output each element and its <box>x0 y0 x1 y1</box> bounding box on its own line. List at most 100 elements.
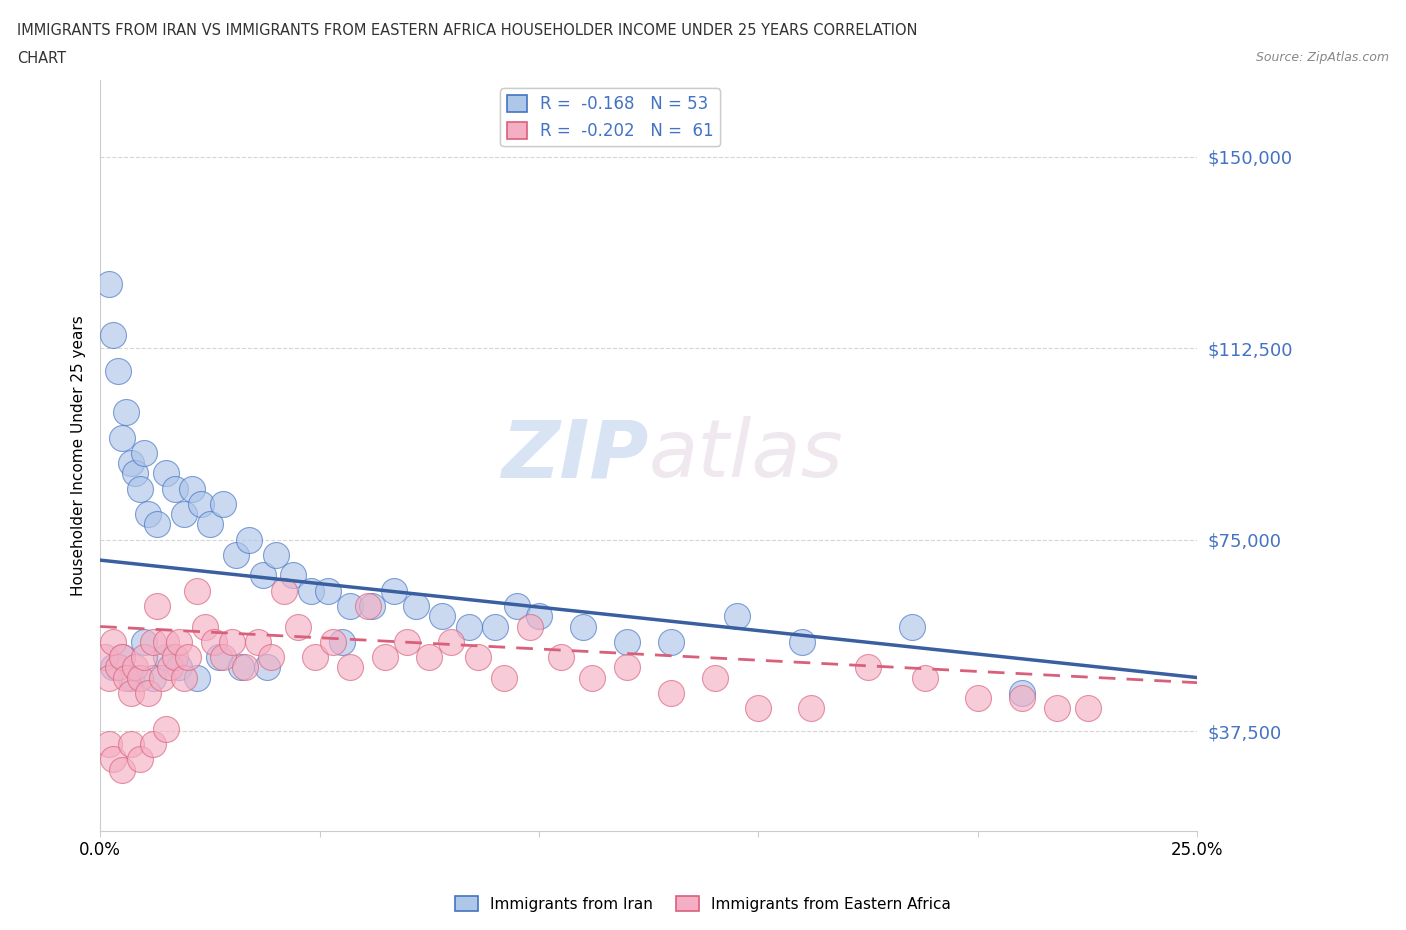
Point <box>256 660 278 675</box>
Point <box>132 445 155 460</box>
Text: IMMIGRANTS FROM IRAN VS IMMIGRANTS FROM EASTERN AFRICA HOUSEHOLDER INCOME UNDER : IMMIGRANTS FROM IRAN VS IMMIGRANTS FROM … <box>17 23 917 38</box>
Point <box>572 619 595 634</box>
Point <box>132 634 155 649</box>
Point <box>1011 685 1033 700</box>
Point <box>484 619 506 634</box>
Point <box>901 619 924 634</box>
Point <box>142 634 165 649</box>
Point <box>155 466 177 481</box>
Point <box>128 751 150 766</box>
Point <box>247 634 270 649</box>
Point <box>581 671 603 685</box>
Point <box>155 634 177 649</box>
Text: Source: ZipAtlas.com: Source: ZipAtlas.com <box>1256 51 1389 64</box>
Point <box>382 583 405 598</box>
Point <box>97 671 120 685</box>
Text: atlas: atlas <box>648 417 844 495</box>
Point <box>167 634 190 649</box>
Point <box>212 497 235 512</box>
Point <box>361 599 384 614</box>
Point <box>115 405 138 419</box>
Point <box>120 737 142 751</box>
Point <box>914 671 936 685</box>
Point <box>616 660 638 675</box>
Point <box>318 583 340 598</box>
Point <box>97 737 120 751</box>
Point <box>432 609 454 624</box>
Point <box>264 548 287 563</box>
Point <box>492 671 515 685</box>
Point <box>155 650 177 665</box>
Point <box>146 599 169 614</box>
Point <box>173 507 195 522</box>
Point <box>142 737 165 751</box>
Point <box>519 619 541 634</box>
Point <box>1011 691 1033 706</box>
Point <box>107 660 129 675</box>
Point <box>856 660 879 675</box>
Point <box>155 721 177 736</box>
Point <box>207 650 229 665</box>
Point <box>138 685 160 700</box>
Point <box>703 671 725 685</box>
Point <box>103 634 125 649</box>
Point <box>111 431 134 445</box>
Point <box>163 650 186 665</box>
Point <box>418 650 440 665</box>
Point <box>322 634 344 649</box>
Point <box>173 671 195 685</box>
Point <box>181 481 204 496</box>
Point <box>132 650 155 665</box>
Point <box>186 671 208 685</box>
Point <box>506 599 529 614</box>
Point <box>967 691 990 706</box>
Point <box>124 660 146 675</box>
Point <box>283 568 305 583</box>
Point <box>440 634 463 649</box>
Point <box>1046 701 1069 716</box>
Point <box>97 277 120 292</box>
Point <box>330 634 353 649</box>
Text: CHART: CHART <box>17 51 66 66</box>
Point <box>212 650 235 665</box>
Point <box>93 650 115 665</box>
Point <box>287 619 309 634</box>
Point <box>221 634 243 649</box>
Point <box>1077 701 1099 716</box>
Point <box>800 701 823 716</box>
Point <box>177 650 200 665</box>
Point <box>260 650 283 665</box>
Point <box>252 568 274 583</box>
Point <box>120 685 142 700</box>
Point <box>150 671 173 685</box>
Point <box>659 685 682 700</box>
Point <box>527 609 550 624</box>
Point <box>138 507 160 522</box>
Point <box>128 671 150 685</box>
Point <box>128 481 150 496</box>
Point <box>120 671 142 685</box>
Point <box>225 548 247 563</box>
Point <box>120 456 142 471</box>
Point <box>405 599 427 614</box>
Point <box>107 364 129 379</box>
Point <box>339 660 361 675</box>
Point <box>396 634 419 649</box>
Text: ZIP: ZIP <box>502 417 648 495</box>
Point <box>374 650 396 665</box>
Point <box>299 583 322 598</box>
Point <box>111 650 134 665</box>
Point <box>146 517 169 532</box>
Point <box>198 517 221 532</box>
Point <box>190 497 212 512</box>
Point <box>159 660 181 675</box>
Point <box>725 609 748 624</box>
Point <box>339 599 361 614</box>
Point <box>659 634 682 649</box>
Point <box>273 583 295 598</box>
Point <box>186 583 208 598</box>
Point <box>616 634 638 649</box>
Point <box>747 701 769 716</box>
Point <box>115 671 138 685</box>
Point <box>163 481 186 496</box>
